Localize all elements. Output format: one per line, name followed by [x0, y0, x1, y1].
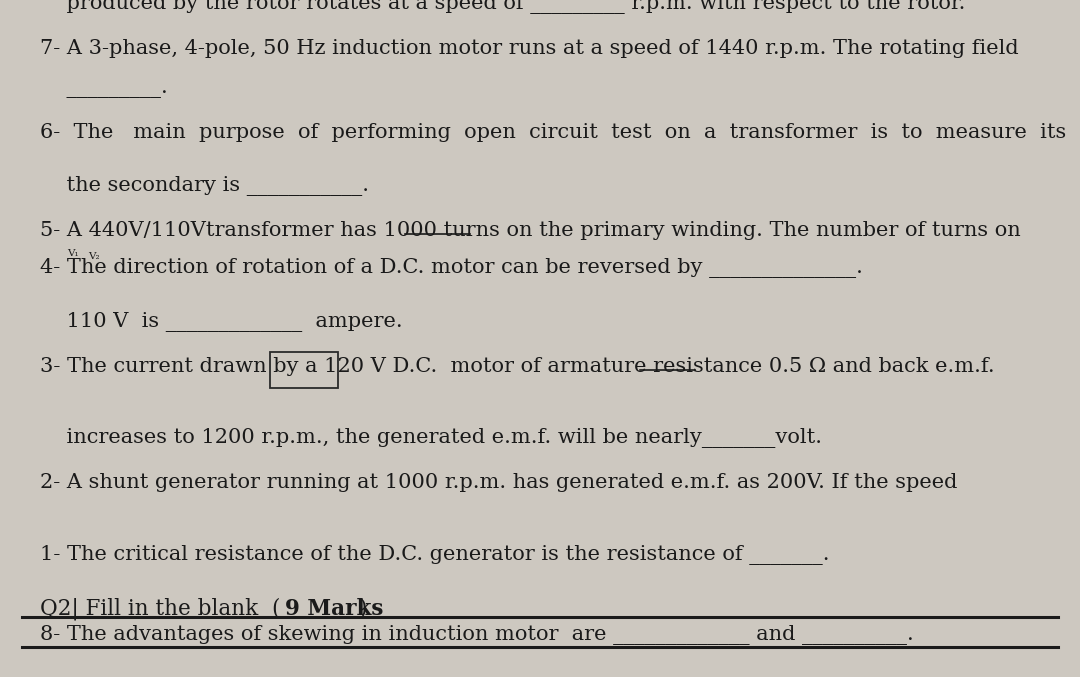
- Text: 5- A 440V/110Vtransformer has 1000 turns on the primary winding. The number of t: 5- A 440V/110Vtransformer has 1000 turns…: [40, 221, 1021, 240]
- Text: the secondary is ___________.: the secondary is ___________.: [40, 176, 382, 196]
- Text: _________.: _________.: [40, 79, 181, 98]
- Text: increases to 1200 r.p.m., the generated e.m.f. will be nearly_______volt.: increases to 1200 r.p.m., the generated …: [40, 428, 822, 448]
- Text: V₁: V₁: [67, 249, 79, 258]
- Bar: [270, 352, 338, 388]
- Text: 2- A shunt generator running at 1000 r.p.m. has generated e.m.f. as 200V. If the: 2- A shunt generator running at 1000 r.p…: [40, 473, 957, 492]
- Text: V₂: V₂: [87, 252, 99, 261]
- Text: produced by the rotor rotates at a speed of _________ r.p.m. with respect to the: produced by the rotor rotates at a speed…: [40, 0, 966, 14]
- Text: 1- The critical resistance of the D.C. generator is the resistance of _______.: 1- The critical resistance of the D.C. g…: [40, 545, 842, 565]
- Text: 4- The direction of rotation of a D.C. motor can be reversed by ______________.: 4- The direction of rotation of a D.C. m…: [40, 258, 876, 278]
- Text: 110 V  is _____________  ampere.: 110 V is _____________ ampere.: [40, 312, 403, 332]
- Text: Q2| Fill in the blank  (: Q2| Fill in the blank (: [40, 597, 281, 620]
- Text: 8- The advantages of skewing in induction motor  are _____________ and _________: 8- The advantages of skewing in inductio…: [40, 625, 927, 645]
- Text: 7- A 3-phase, 4-pole, 50 Hz induction motor runs at a speed of 1440 r.p.m. The r: 7- A 3-phase, 4-pole, 50 Hz induction mo…: [40, 39, 1018, 58]
- Text: 6-  The   main  purpose  of  performing  open  circuit  test  on  a  transformer: 6- The main purpose of performing open c…: [40, 123, 1066, 142]
- Text: 9 Marks: 9 Marks: [285, 598, 383, 620]
- Text: ): ): [357, 598, 366, 620]
- Text: 3- The current drawn by a 120 V D.C.  motor of armature resistance 0.5 Ω and bac: 3- The current drawn by a 120 V D.C. mot…: [40, 357, 995, 376]
